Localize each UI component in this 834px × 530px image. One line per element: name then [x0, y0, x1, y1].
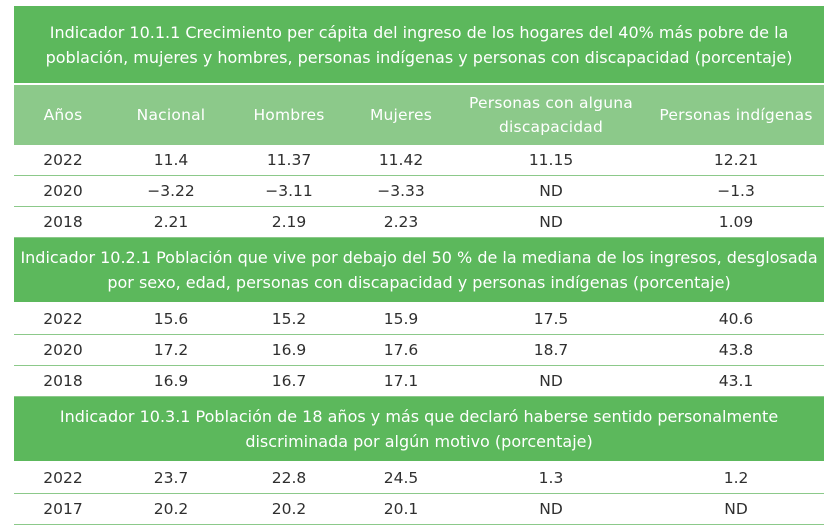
cell-national: 11.4 — [112, 145, 230, 176]
cell-women: −3.33 — [348, 175, 454, 207]
cell-disability: 17.5 — [454, 303, 648, 335]
cell-men: 15.2 — [230, 303, 348, 335]
cell-year: 2020 — [14, 334, 112, 366]
cell-indigenous: 40.6 — [648, 303, 825, 335]
cell-women: 20.1 — [348, 493, 454, 525]
cell-indigenous: 1.09 — [648, 206, 825, 238]
cell-indigenous: 12.21 — [648, 145, 825, 176]
column-header-indigenous: Personas indígenas — [648, 84, 825, 145]
cell-year: 2022 — [14, 303, 112, 335]
cell-women: 17.1 — [348, 365, 454, 397]
cell-year: 2022 — [14, 145, 112, 176]
section-title-row: Indicador 10.1.1 Crecimiento per cápita … — [14, 6, 825, 85]
cell-national: 16.9 — [112, 365, 230, 397]
table-row: 2022 23.7 22.8 24.5 1.3 1.2 — [14, 462, 825, 494]
cell-disability: ND — [454, 365, 648, 397]
cell-national: 2.21 — [112, 206, 230, 238]
column-header-men: Hombres — [230, 84, 348, 145]
table-row: 2020 17.2 16.9 17.6 18.7 43.8 — [14, 334, 825, 366]
table-row: 2022 11.4 11.37 11.42 11.15 12.21 — [14, 145, 825, 176]
section-title: Indicador 10.2.1 Población que vive por … — [14, 237, 825, 304]
cell-disability: 18.7 — [454, 334, 648, 366]
table-row: 2022 15.6 15.2 15.9 17.5 40.6 — [14, 303, 825, 335]
cell-national: 15.6 — [112, 303, 230, 335]
indicators-table-container: Indicador 10.1.1 Crecimiento per cápita … — [14, 6, 825, 525]
cell-indigenous: 1.2 — [648, 462, 825, 494]
cell-disability: ND — [454, 206, 648, 238]
cell-women: 15.9 — [348, 303, 454, 335]
cell-men: 11.37 — [230, 145, 348, 176]
cell-national: 20.2 — [112, 493, 230, 525]
column-header-row: Años Nacional Hombres Mujeres Personas c… — [14, 84, 825, 145]
cell-national: 17.2 — [112, 334, 230, 366]
cell-women: 11.42 — [348, 145, 454, 176]
cell-disability: 1.3 — [454, 462, 648, 494]
cell-women: 24.5 — [348, 462, 454, 494]
cell-women: 17.6 — [348, 334, 454, 366]
column-header-national: Nacional — [112, 84, 230, 145]
cell-men: 22.8 — [230, 462, 348, 494]
cell-men: 16.9 — [230, 334, 348, 366]
table-row: 2018 2.21 2.19 2.23 ND 1.09 — [14, 206, 825, 238]
section-title: Indicador 10.3.1 Población de 18 años y … — [14, 396, 825, 463]
cell-indigenous: 43.8 — [648, 334, 825, 366]
cell-year: 2022 — [14, 462, 112, 494]
cell-men: 20.2 — [230, 493, 348, 525]
cell-year: 2017 — [14, 493, 112, 525]
column-header-disability: Personas con alguna discapacidad — [454, 84, 648, 145]
cell-men: 16.7 — [230, 365, 348, 397]
section-title-row: Indicador 10.2.1 Población que vive por … — [14, 237, 825, 304]
cell-national: −3.22 — [112, 175, 230, 207]
section-title-row: Indicador 10.3.1 Población de 18 años y … — [14, 396, 825, 463]
table-row: 2017 20.2 20.2 20.1 ND ND — [14, 493, 825, 525]
cell-indigenous: 43.1 — [648, 365, 825, 397]
section-title: Indicador 10.1.1 Crecimiento per cápita … — [14, 6, 825, 85]
cell-indigenous: −1.3 — [648, 175, 825, 207]
cell-men: −3.11 — [230, 175, 348, 207]
column-header-years: Años — [14, 84, 112, 145]
cell-women: 2.23 — [348, 206, 454, 238]
cell-disability: ND — [454, 493, 648, 525]
indicators-table: Indicador 10.1.1 Crecimiento per cápita … — [14, 6, 825, 525]
cell-national: 23.7 — [112, 462, 230, 494]
cell-year: 2020 — [14, 175, 112, 207]
cell-indigenous: ND — [648, 493, 825, 525]
table-row: 2020 −3.22 −3.11 −3.33 ND −1.3 — [14, 175, 825, 207]
cell-disability: 11.15 — [454, 145, 648, 176]
cell-year: 2018 — [14, 206, 112, 238]
cell-year: 2018 — [14, 365, 112, 397]
table-row: 2018 16.9 16.7 17.1 ND 43.1 — [14, 365, 825, 397]
column-header-women: Mujeres — [348, 84, 454, 145]
cell-disability: ND — [454, 175, 648, 207]
cell-men: 2.19 — [230, 206, 348, 238]
